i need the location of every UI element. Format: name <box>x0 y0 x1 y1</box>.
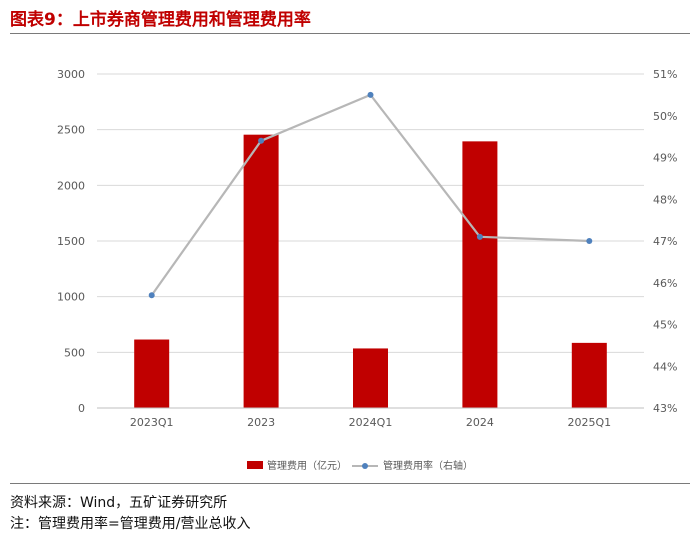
x-tick-label: 2024 <box>466 416 494 429</box>
point-2023 <box>258 137 265 144</box>
footer-divider <box>10 483 690 484</box>
axes: 0 500 1000 1500 2000 2500 3000 43% 44% 45% 46% 47% 4… <box>57 68 677 429</box>
y-right-tick-label: 50% <box>653 110 677 123</box>
y-right-tick-label: 45% <box>653 319 677 332</box>
point-2024 <box>476 233 483 240</box>
bar-2023Q1 <box>134 339 170 408</box>
y-left-tick-label: 500 <box>64 346 85 359</box>
legend-bar-swatch <box>247 461 263 469</box>
bar-2024Q1 <box>353 348 388 408</box>
x-tick-label: 2023 <box>247 416 275 429</box>
y-left-tick-label: 3000 <box>57 68 85 81</box>
y-right-tick-label: 46% <box>653 277 677 290</box>
x-tick-label: 2025Q1 <box>567 416 611 429</box>
legend: 管理费用（亿元） 管理费用率（右轴） <box>247 459 473 472</box>
gridlines <box>97 73 644 353</box>
legend-line-marker <box>362 463 368 469</box>
formula-note: 注：管理费用率=管理费用/营业总收入 <box>10 516 251 532</box>
legend-line-label: 管理费用率（右轴） <box>383 459 473 472</box>
point-2024Q1 <box>367 91 374 98</box>
x-tick-label: 2023Q1 <box>130 416 174 429</box>
title-divider <box>10 33 690 34</box>
y-right-tick-label: 43% <box>653 402 677 415</box>
y-left-tick-label: 1500 <box>57 235 85 248</box>
y-right-tick-label: 44% <box>653 360 677 373</box>
chart-svg: 0 500 1000 1500 2000 2500 3000 43% 44% 45% 46% 47% 4… <box>57 68 677 472</box>
line-rate <box>150 93 590 296</box>
y-left-tick-label: 0 <box>78 402 85 415</box>
bar-2025Q1 <box>571 342 607 408</box>
y-left-tick-label: 2000 <box>57 179 85 192</box>
bar-series <box>134 134 607 408</box>
chart-area: 0 500 1000 1500 2000 2500 3000 43% 44% 45% 46% 47% 4… <box>0 40 700 480</box>
y-right-tick-label: 49% <box>653 152 677 165</box>
y-left-tick-label: 1000 <box>57 291 85 304</box>
legend-bar-label: 管理费用（亿元） <box>267 459 347 472</box>
y-left-tick-label: 2500 <box>57 124 85 137</box>
source-note: 资料来源：Wind，五矿证券研究所 <box>10 495 228 511</box>
y-right-tick-label: 51% <box>653 68 677 81</box>
point-2023Q1 <box>148 292 155 299</box>
line-series <box>148 91 593 299</box>
x-tick-label: 2024Q1 <box>349 416 393 429</box>
y-right-tick-label: 47% <box>653 235 677 248</box>
bar-2024 <box>462 141 498 408</box>
bar-2023 <box>243 134 279 408</box>
chart-title: 图表9：上市券商管理费用和管理费用率 <box>10 10 311 30</box>
point-2025Q1 <box>586 238 593 244</box>
y-right-tick-label: 48% <box>653 193 677 206</box>
